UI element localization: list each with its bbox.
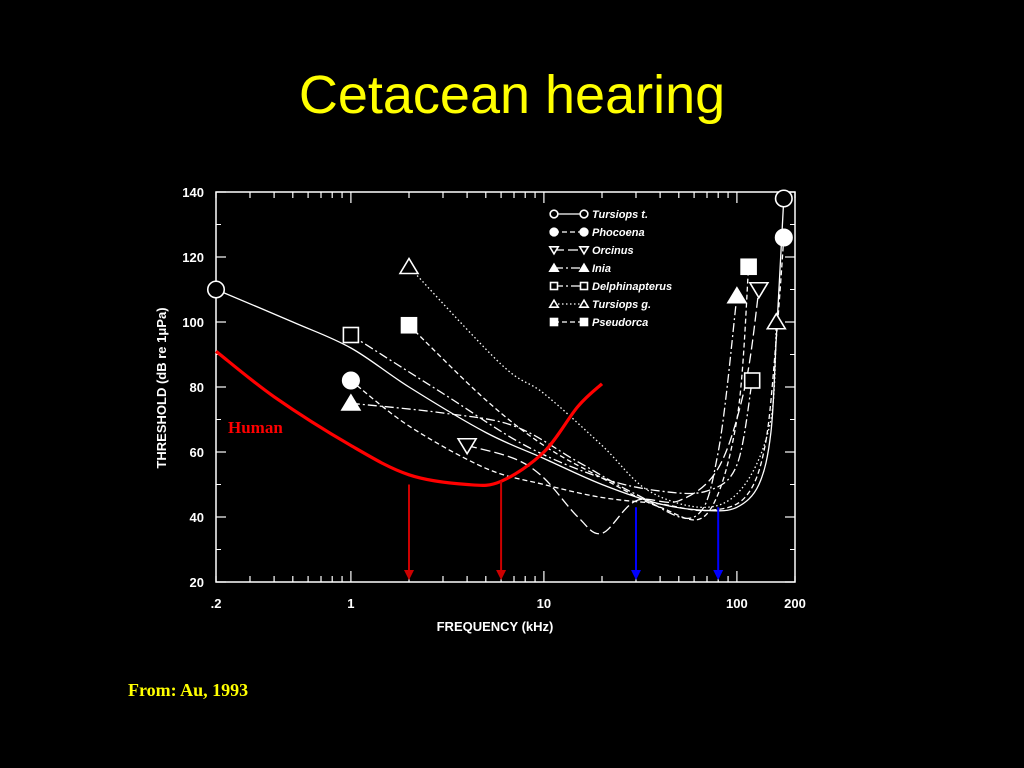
series-marker <box>579 227 589 237</box>
series-line <box>466 289 760 535</box>
series-marker <box>549 281 559 291</box>
y-tick-label: 120 <box>182 250 204 265</box>
legend: Tursiops t. Phocoena Orcinus Inia Delphinapt… <box>548 209 672 329</box>
series-marker <box>774 228 793 247</box>
series-marker <box>578 262 590 272</box>
series-marker <box>549 317 559 327</box>
y-tick-label: 80 <box>190 380 204 395</box>
chart-svg: 20 40 60 80 100 120 140 .2 1 10 100 200 Tursiops t.… <box>154 185 806 634</box>
series-marker <box>579 281 589 291</box>
frequency-arrowhead <box>496 570 507 580</box>
series-marker <box>340 393 362 411</box>
y-tick-label: 140 <box>182 185 204 200</box>
series-marker <box>579 209 589 219</box>
series-marker <box>578 298 590 308</box>
legend-label: Tursiops t. <box>592 209 648 221</box>
series-marker <box>726 286 748 304</box>
human-curve-label: Human <box>228 418 283 437</box>
slide-title: Cetacean hearing <box>298 65 726 125</box>
y-tick-label: 100 <box>182 315 204 330</box>
series-marker <box>765 312 787 330</box>
tick-layer: 20 40 60 80 100 120 140 .2 1 10 100 200 <box>182 185 806 611</box>
series-marker <box>549 209 559 219</box>
x-tick-label: 100 <box>726 596 748 611</box>
series-marker <box>774 189 793 208</box>
series-marker <box>548 262 560 272</box>
plot-frame <box>215 191 796 583</box>
legend-label: Orcinus <box>592 245 634 257</box>
y-axis-title: THRESHOLD (dB re 1μPa) <box>154 307 169 468</box>
y-tick-label: 40 <box>190 510 204 525</box>
series-marker <box>456 437 478 456</box>
legend-label: Tursiops g. <box>592 299 651 311</box>
human-threshold-curve <box>215 350 604 487</box>
x-axis-title: FREQUENCY (kHz) <box>437 619 554 634</box>
x-tick-label: .2 <box>211 596 222 611</box>
legend-label: Phocoena <box>592 227 645 239</box>
series-marker <box>578 246 590 256</box>
series-line <box>215 198 785 512</box>
series-line <box>350 334 753 495</box>
series-marker <box>748 281 770 300</box>
x-tick-label: 10 <box>537 596 551 611</box>
human-layer <box>215 350 604 487</box>
x-tick-label: 1 <box>347 596 354 611</box>
series-marker <box>740 258 757 276</box>
frequency-arrowhead <box>404 570 414 580</box>
y-tick-label: 20 <box>190 575 204 590</box>
frequency-arrowhead <box>630 570 641 580</box>
series-marker <box>342 326 360 344</box>
x-tick-label: 200 <box>784 596 806 611</box>
series-marker <box>548 246 560 256</box>
frequency-arrowhead <box>713 570 724 580</box>
series-group <box>341 228 793 512</box>
source-note: From: Au, 1993 <box>128 680 249 700</box>
series-layer <box>206 189 793 535</box>
series-marker <box>579 317 589 327</box>
legend-label: Pseudorca <box>592 317 648 329</box>
series-marker <box>548 298 560 308</box>
series-line <box>408 266 750 521</box>
series-group <box>340 286 748 520</box>
series-marker <box>549 227 559 237</box>
series-group <box>206 189 793 512</box>
legend-label: Inia <box>592 263 611 275</box>
series-marker <box>743 372 761 389</box>
series-group <box>342 326 761 495</box>
series-marker <box>341 371 360 390</box>
legend-label: Delphinapterus <box>592 281 672 293</box>
arrow-layer <box>404 481 724 580</box>
series-group <box>456 281 770 535</box>
threshold-chart: 20 40 60 80 100 120 140 .2 1 10 100 200 Tursiops t.… <box>150 180 820 650</box>
y-tick-label: 60 <box>190 445 204 460</box>
series-marker <box>400 316 418 334</box>
series-line <box>350 295 738 520</box>
series-group <box>400 258 757 521</box>
series-group <box>398 256 787 508</box>
series-marker <box>206 280 226 299</box>
series-line <box>350 237 785 512</box>
series-marker <box>398 256 420 275</box>
